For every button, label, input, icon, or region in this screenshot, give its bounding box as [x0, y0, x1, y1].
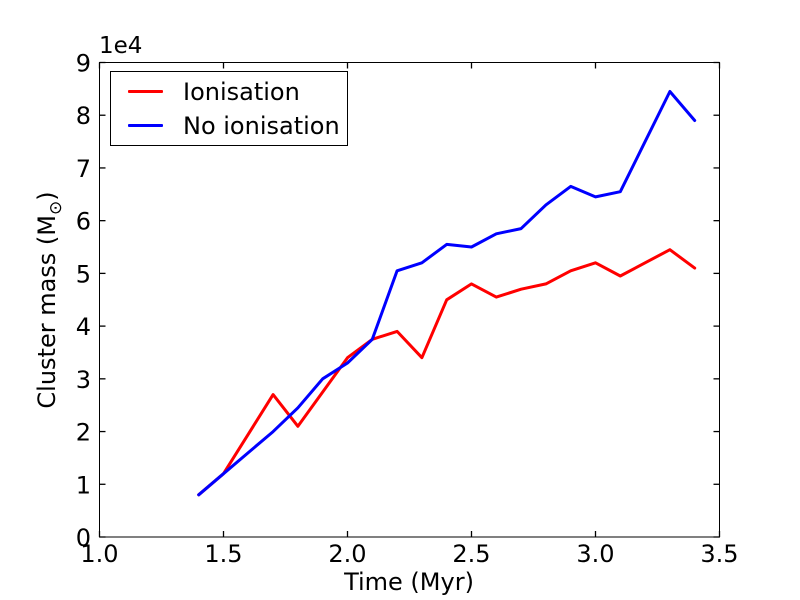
- y-tick-label: 8: [76, 102, 91, 130]
- y-tick-label: 2: [76, 419, 91, 447]
- plot-area-border: [99, 62, 720, 538]
- y-tick-label: 1: [76, 471, 91, 499]
- y-tick-label: 3: [76, 366, 91, 394]
- sun-subscript-symbol: ⊙: [46, 201, 66, 215]
- y-axis-offset-text: 1e4: [99, 33, 142, 59]
- y-axis-tick-labels: 0 1 2 3 4 5 6 7 8 9: [76, 50, 91, 553]
- legend-line-sample-blue: [128, 124, 163, 127]
- legend-label-no-ionisation: No ionisation: [183, 111, 340, 140]
- legend-line-sample-red: [128, 90, 163, 93]
- data-series: [197, 90, 697, 497]
- legend-item-ionisation: Ionisation: [111, 75, 347, 109]
- x-tick-label: 2.0: [328, 540, 366, 568]
- legend: Ionisation No ionisation: [110, 71, 348, 146]
- y-tick-label: 0: [76, 524, 91, 552]
- x-axis-label: Time (Myr): [343, 568, 474, 596]
- legend-item-no-ionisation: No ionisation: [111, 109, 347, 143]
- x-tick-label: 1.5: [204, 540, 242, 568]
- x-axis-tick-labels: 1.0 1.5 2.0 2.5 3.0 3.5: [80, 540, 738, 568]
- x-tick-label: 2.5: [452, 540, 490, 568]
- series-line-ionisation: [197, 248, 697, 497]
- y-tick-label: 7: [76, 155, 91, 183]
- y-axis-label: Cluster mass (M⊙): [33, 191, 66, 408]
- y-tick-label: 5: [76, 260, 91, 288]
- x-tick-label: 3.0: [576, 540, 614, 568]
- y-tick-label: 6: [76, 208, 91, 236]
- y-tick-label: 9: [76, 50, 91, 78]
- x-tick-label: 1.0: [80, 540, 118, 568]
- series-line-no-ionisation: [197, 90, 697, 497]
- axis-ticks: [98, 61, 721, 538]
- legend-label-ionisation: Ionisation: [183, 77, 300, 106]
- x-tick-label: 3.5: [700, 540, 738, 568]
- y-tick-label: 4: [76, 313, 91, 341]
